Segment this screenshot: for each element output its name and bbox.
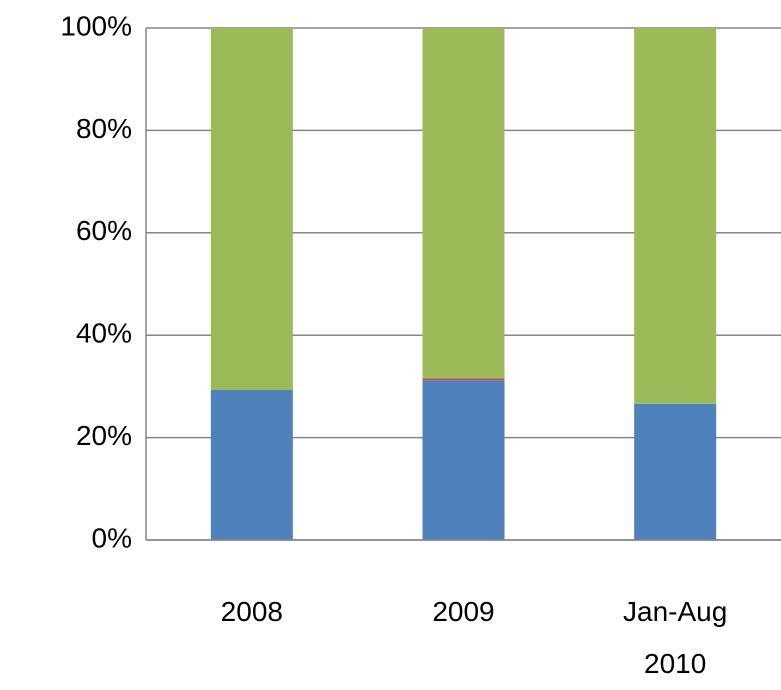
y-tick-label: 60% — [76, 215, 132, 246]
x-tick-label: 2008 — [220, 596, 283, 627]
y-tick-label: 80% — [76, 113, 132, 144]
y-tick-label: 100% — [60, 10, 132, 41]
y-tick-label: 0% — [92, 522, 132, 553]
bar-segment — [634, 28, 717, 404]
x-tick-label: 2009 — [432, 596, 495, 627]
y-tick-label: 40% — [76, 318, 132, 349]
bar-segment — [422, 378, 505, 381]
x-tick-label: Jan-Aug 2010 — [623, 596, 728, 679]
bar-segment — [634, 403, 717, 540]
bar-segment — [422, 380, 505, 540]
bar-segment — [422, 28, 505, 379]
bar-segment — [210, 28, 293, 390]
y-tick-label: 20% — [76, 420, 132, 451]
bar-segment — [210, 389, 293, 540]
